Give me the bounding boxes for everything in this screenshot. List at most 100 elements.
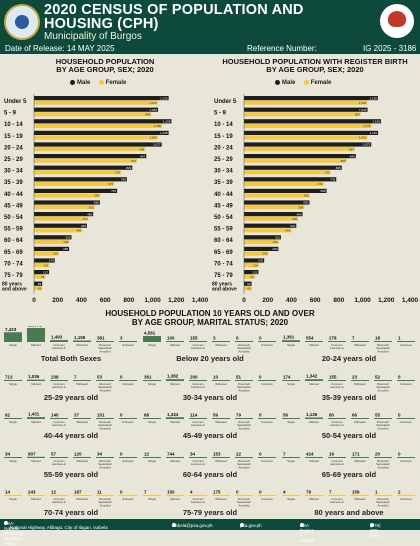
bar-value-label: 989: [145, 113, 150, 117]
male-bar: [244, 165, 342, 170]
marital-panel-label: 55-59 years old: [43, 469, 99, 479]
marital-value-label: 10: [213, 374, 219, 379]
bar-value-label: 499: [87, 212, 92, 216]
marital-bar: [305, 495, 323, 496]
marital-panel-label: 30-34 years old: [182, 392, 238, 402]
marital-bar: [258, 379, 276, 381]
marital-bar: [374, 418, 392, 419]
male-bar: [34, 177, 127, 182]
bar-value-label: 406: [76, 229, 81, 233]
marital-value-label: 159: [352, 490, 360, 495]
bar-value-label: 316: [65, 236, 70, 240]
marital-value-label: 1,391: [283, 335, 295, 340]
female-legend-icon: [98, 80, 104, 85]
marital-bar: [212, 341, 230, 342]
marital-category-label: Separated/: [376, 423, 390, 427]
female-bar: [244, 100, 368, 105]
marital-panel: 34 Single 907 Married 57 Common Law/Live-in 120…: [2, 442, 140, 482]
marital-value-label: 155: [329, 374, 337, 379]
marital-value-label: 11: [97, 490, 102, 495]
male-bar: [34, 130, 169, 135]
marital-value-label: 34: [97, 451, 103, 456]
bar-value-label: 730: [325, 171, 330, 175]
age-label: 20 - 24: [214, 145, 233, 151]
marital-value-label: 381: [97, 336, 105, 341]
bar-value-label: 1,042: [359, 108, 367, 112]
female-bar: [244, 263, 259, 268]
marital-category-label: Married: [309, 497, 319, 501]
marital-panel: 7 Single 150 Married 4 Common Law/Live-in 175 Wi…: [141, 480, 279, 520]
marital-panel: 1,391 Single 554 Married 278 Common Law/Live-i…: [280, 326, 418, 366]
municipality-subtitle: Municipality of Burgos: [44, 31, 142, 42]
marital-category-label: Widowed: [215, 382, 227, 386]
marital-bar: [374, 456, 392, 458]
marital-bar: [50, 456, 68, 458]
marital-bar: [305, 456, 323, 458]
male-bar: [34, 142, 162, 147]
marital-category-label: Married: [31, 382, 41, 386]
marital-category-label: Unknown: [261, 497, 273, 501]
marital-bar: [166, 456, 184, 458]
footer-email-text: isabela@psa.gov.ph: [172, 523, 213, 528]
bar-value-label: 1,135: [160, 96, 168, 100]
x-tick-label: 1,200: [168, 297, 185, 304]
bar-value-label: 64: [247, 282, 251, 286]
marital-category-label: Married: [31, 343, 41, 347]
marital-bar: [73, 495, 91, 496]
marital-bar: [397, 341, 415, 342]
marital-bar: [282, 495, 300, 496]
marital-category-label: Widowed: [76, 382, 88, 386]
chart1-legend: Male Female: [70, 80, 126, 86]
marital-panel-label: 20-24 years old: [321, 354, 377, 363]
marital-value-label: 171: [352, 451, 360, 456]
age-label: 65 - 69: [4, 250, 23, 256]
bar-value-label: 1,135: [160, 131, 168, 135]
marital-bar: [351, 341, 369, 342]
marital-bar: [143, 379, 161, 381]
female-bar: [244, 147, 355, 152]
female-bar: [244, 123, 372, 128]
bar-value-label: 1,040: [359, 101, 367, 105]
age-label: 80 years: [212, 282, 232, 288]
bar-value-label: 175: [49, 259, 54, 263]
marital-bar: [328, 341, 346, 342]
marital-value-label: 79: [306, 490, 312, 495]
marital-value-label: 7: [329, 490, 332, 495]
male-bar: [34, 154, 147, 159]
marital-category-label: Divorced/: [377, 497, 389, 501]
bar-value-label: 1,076: [363, 124, 371, 128]
marital-category-label: Widowed: [354, 343, 366, 347]
marital-bar: [50, 379, 68, 381]
age-label: 25 - 29: [4, 157, 23, 163]
marital-category-label: Common: [192, 420, 204, 424]
marital-category-label: Annulled: [239, 465, 250, 469]
marital-panel-label: 60-64 years old: [182, 469, 238, 479]
marital-bar: [212, 495, 230, 496]
bar-value-label: 441: [290, 224, 295, 228]
bar-value-label: 460: [83, 217, 88, 221]
chart2-title-l2: BY AGE GROUP, SEX; 2020: [266, 65, 364, 74]
legend-male: Male: [77, 80, 91, 87]
bar-value-label: 92: [251, 275, 255, 279]
marital-value-label: 22: [236, 451, 242, 456]
marital-category-label: Law/Live-in: [52, 462, 67, 466]
bar-value-label: 127: [43, 270, 48, 274]
age-label: 20 - 24: [4, 145, 23, 151]
x-tick-label: 600: [310, 297, 321, 304]
marital-category-label: Widowed: [76, 343, 88, 347]
marital-value-label: 713: [5, 374, 13, 379]
marital-bar: [4, 456, 22, 458]
marital-value-label: 174: [283, 374, 291, 379]
marital-category-label: Widowed: [354, 459, 366, 463]
marital-value-label: 744: [167, 451, 175, 456]
marital-value-label: 12: [51, 490, 57, 495]
marital-bar: [166, 417, 184, 419]
female-bar: [244, 286, 252, 291]
marital-category-label: Common: [331, 420, 343, 424]
bar-value-label: 866: [341, 159, 346, 163]
marital-value-label: 0: [398, 374, 401, 379]
marital-value-label: 424: [306, 451, 314, 456]
marital-panel: 174 Single 1,342 Married 155 Common Law/Live-i…: [280, 365, 418, 405]
bar-value-label: 205: [262, 252, 267, 256]
